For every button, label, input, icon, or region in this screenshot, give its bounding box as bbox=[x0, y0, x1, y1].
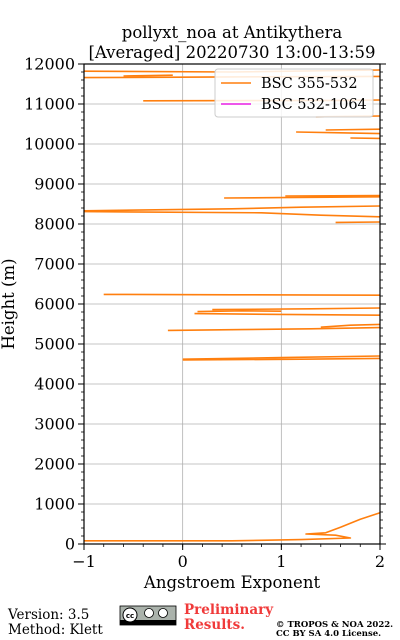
cc-by-sa-badge: cc bbox=[119, 605, 177, 626]
method-text: Method: Klett bbox=[8, 622, 103, 638]
series-0-segment-7 bbox=[212, 307, 381, 311]
x-tick-label: 2 bbox=[375, 552, 385, 571]
x-tick-label: 0 bbox=[178, 552, 188, 571]
series-0-segment-14 bbox=[296, 131, 381, 135]
series-0-segment-0 bbox=[84, 512, 381, 542]
copyright-text-line2: CC BY SA 4.0 License. bbox=[276, 629, 381, 639]
axis-ticks bbox=[78, 63, 386, 550]
y-tick-label: 9000 bbox=[34, 175, 75, 194]
y-tick-labels: 0 1000 2000 3000 4000 5000 6000 7000 8000 9000 100… bbox=[24, 55, 75, 554]
x-tick-label: −1 bbox=[72, 552, 96, 571]
series-0-segment-6 bbox=[197, 309, 282, 313]
y-tick-label: 8000 bbox=[34, 215, 75, 234]
series-0-segment-4 bbox=[320, 323, 381, 328]
series-lines bbox=[83, 69, 381, 542]
series-0-segment-3 bbox=[167, 326, 381, 332]
legend-label-bsc-532-1064: BSC 532-1064 bbox=[261, 97, 367, 113]
series-0-segment-1 bbox=[182, 355, 381, 360]
series-0-segment-15 bbox=[325, 128, 381, 131]
copyright-text-line1: © TROPOS & NOA 2022. bbox=[276, 620, 393, 630]
chart-title-line1: pollyxt_noa at Antikythera bbox=[122, 23, 343, 42]
series-0-segment-5 bbox=[194, 312, 381, 316]
svg-text:cc: cc bbox=[126, 612, 134, 620]
y-tick-label: 10000 bbox=[24, 135, 75, 154]
y-tick-label: 0 bbox=[65, 535, 75, 554]
series-0-segment-19 bbox=[123, 74, 173, 77]
y-tick-label: 4000 bbox=[34, 375, 75, 394]
legend-label-bsc-355-532: BSC 355-532 bbox=[261, 76, 358, 92]
grid-lines bbox=[83, 63, 381, 545]
series-0-segment-8 bbox=[103, 293, 381, 297]
y-tick-label: 12000 bbox=[24, 55, 75, 74]
y-tick-label: 3000 bbox=[34, 415, 75, 434]
series-0-segment-10 bbox=[83, 210, 381, 218]
legend: BSC 355-532 BSC 532-1064 bbox=[214, 68, 374, 118]
y-tick-label: 2000 bbox=[34, 455, 75, 474]
legend-box bbox=[214, 68, 374, 118]
y-tick-label: 11000 bbox=[24, 95, 75, 114]
y-axis-label: Height (m) bbox=[0, 258, 18, 349]
series-0-segment-12 bbox=[224, 196, 381, 199]
y-tick-label: 1000 bbox=[34, 495, 75, 514]
preliminary-text-line1: Preliminary bbox=[184, 602, 274, 618]
x-tick-label: 1 bbox=[276, 552, 286, 571]
series-0-segment-2 bbox=[182, 357, 381, 361]
y-tick-label: 5000 bbox=[34, 335, 75, 354]
version-text: Version: 3.5 bbox=[7, 607, 89, 623]
chart-title-line2: [Averaged] 20220730 13:00-13:59 bbox=[89, 43, 376, 62]
y-tick-label: 6000 bbox=[34, 295, 75, 314]
y-tick-label: 7000 bbox=[34, 255, 75, 274]
series-0-segment-9 bbox=[83, 205, 381, 212]
x-tick-labels: −1 0 1 2 bbox=[72, 552, 385, 571]
x-axis-label: Angstroem Exponent bbox=[143, 573, 321, 592]
preliminary-text-line2: Results. bbox=[184, 617, 245, 633]
